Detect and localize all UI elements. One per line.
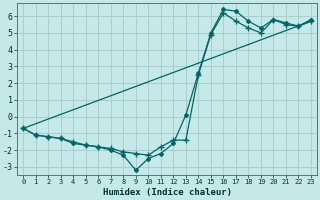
X-axis label: Humidex (Indice chaleur): Humidex (Indice chaleur) (103, 188, 232, 197)
